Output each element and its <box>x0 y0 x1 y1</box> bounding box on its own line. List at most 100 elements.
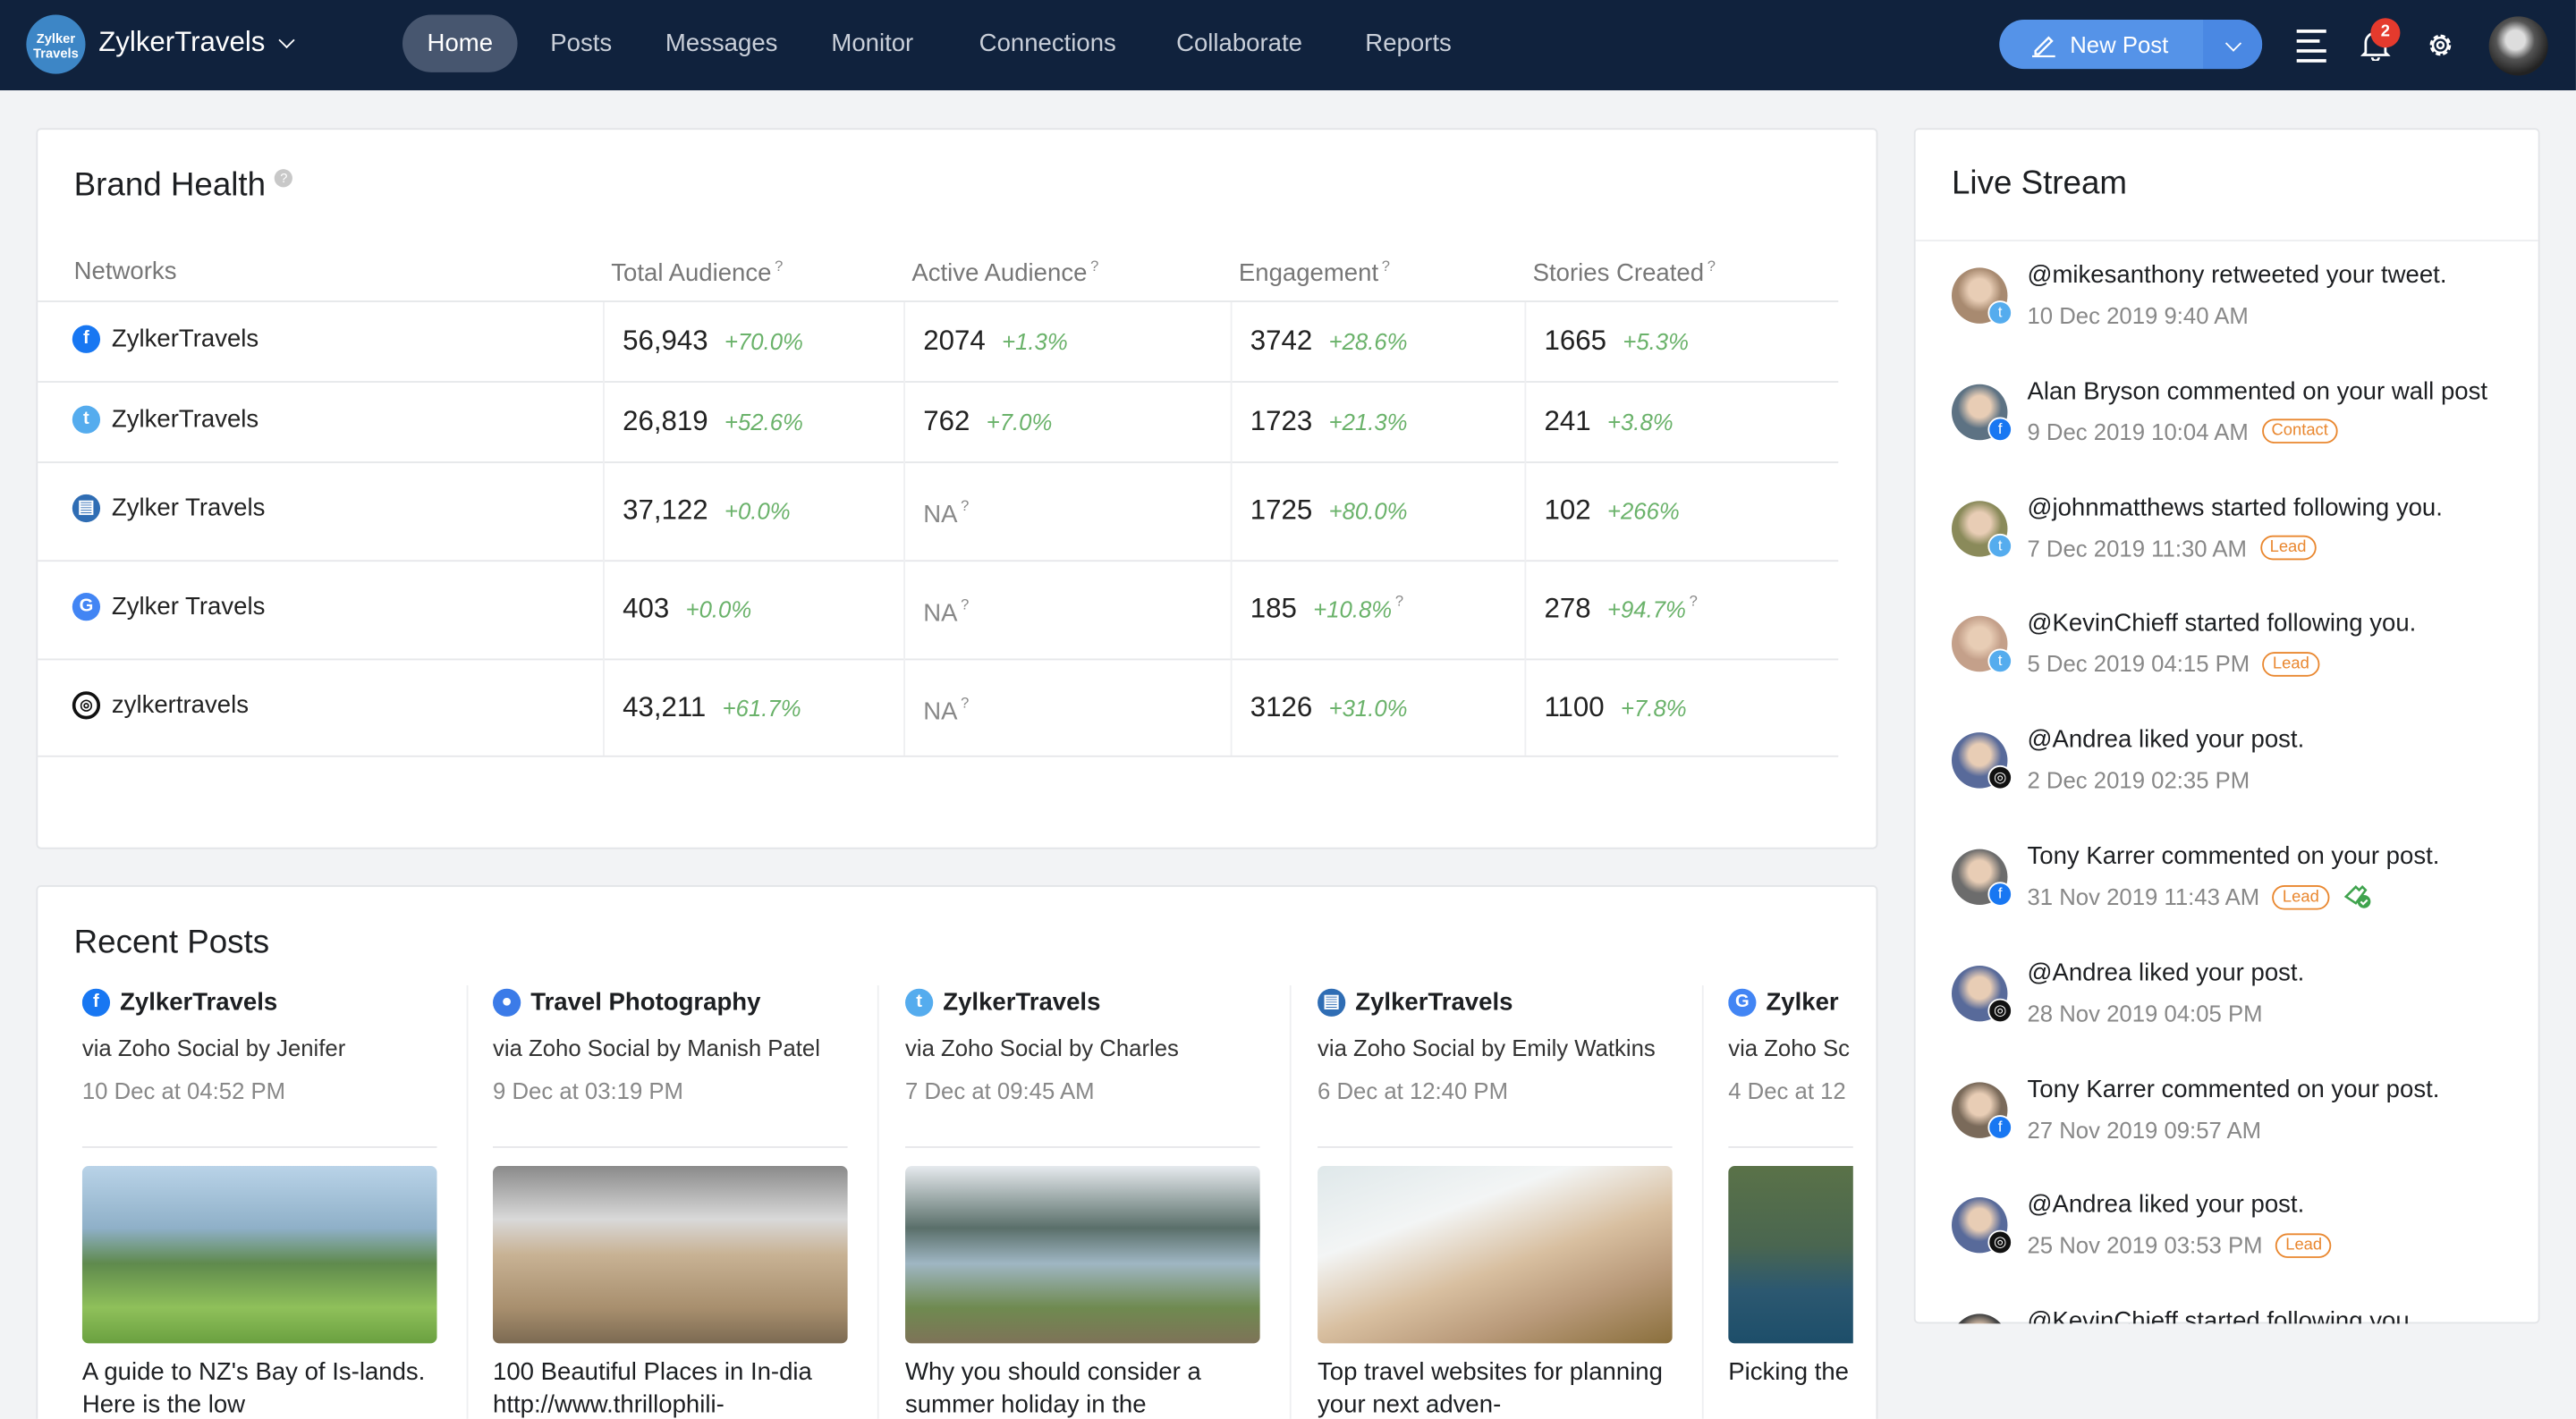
help-icon[interactable]: ? <box>961 498 970 515</box>
post-image[interactable] <box>493 1166 848 1344</box>
post-text: A guide to NZ's Bay of Is-lands. Here is… <box>81 1357 426 1419</box>
stream-message: @KevinChieff started following you. <box>2027 610 2417 638</box>
stream-message: @johnmatthews started following you. <box>2027 494 2443 522</box>
recent-posts-title: Recent Posts <box>73 925 270 961</box>
facebook-icon: f <box>72 324 101 352</box>
stream-message: @mikesanthony retweeted your tweet. <box>2027 261 2447 290</box>
metric-cell: 3126 +31.0% <box>1250 690 1408 722</box>
top-navbar: Zylker Travels ZylkerTravels Home Posts Mes… <box>0 0 2576 91</box>
contact-tag[interactable]: Lead <box>2259 535 2317 561</box>
post-text: Why you should consider a summer holiday… <box>905 1357 1201 1419</box>
contact-tag[interactable]: Lead <box>2262 651 2319 677</box>
column-divider <box>1524 301 1527 756</box>
live-stream-item[interactable]: f Tony Karrer commented on your post. 27… <box>1951 1075 2510 1187</box>
post-date: 7 Dec at 09:45 AM <box>905 1077 1095 1104</box>
recent-post-card[interactable]: t ZylkerTravels via Zoho Social by Charle… <box>905 985 1260 1419</box>
recent-post-card[interactable]: f ZylkerTravels via Zoho Social by Jenife… <box>81 985 437 1419</box>
stream-time: 7 Dec 2019 11:30 AM Lead <box>2027 535 2317 561</box>
brand-logo[interactable]: Zylker Travels <box>26 14 86 74</box>
stream-message: @Andrea liked your post. <box>2027 1191 2305 1220</box>
column-header: Stories Created? <box>1532 258 1716 288</box>
metric-cell: 2074 +1.3% <box>923 324 1068 356</box>
new-post-dropdown[interactable] <box>2203 20 2263 70</box>
help-icon[interactable]: ? <box>961 596 970 613</box>
post-account: f ZylkerTravels <box>81 985 437 1018</box>
column-divider <box>603 301 605 756</box>
help-icon[interactable]: ? <box>1090 258 1099 275</box>
live-stream-item[interactable]: ◎ @Andrea liked your post. 2 Dec 2019 02… <box>1951 726 2510 838</box>
live-stream-item[interactable]: f Tony Karrer commented on your post. 31… <box>1951 842 2510 954</box>
nav-reports[interactable]: Reports <box>1365 30 1452 58</box>
nav-posts[interactable]: Posts <box>550 30 613 58</box>
post-image[interactable] <box>1318 1166 1673 1344</box>
post-image[interactable] <box>1728 1166 1853 1344</box>
nav-collaborate[interactable]: Collaborate <box>1176 30 1302 58</box>
metric-cell: 37,122 +0.0% <box>623 494 791 526</box>
network-row-label[interactable]: t ZylkerTravels <box>72 404 258 433</box>
recent-post-card[interactable]: ● Travel Photography via Zoho Social by M… <box>493 985 848 1419</box>
gear-icon[interactable] <box>2425 30 2456 61</box>
new-post-button[interactable]: New Post <box>1999 20 2263 70</box>
stream-message: @KevinChieff started following you. <box>2027 1307 2417 1324</box>
live-stream-item[interactable]: t @KevinChieff started following you. 5 … <box>1951 610 2510 722</box>
metric-cell: 56,943 +70.0% <box>623 324 803 356</box>
live-stream-item[interactable]: t @johnmatthews started following you. 7… <box>1951 494 2510 605</box>
network-row-label[interactable]: ◎ zylkertravels <box>72 690 249 719</box>
nav-messages[interactable]: Messages <box>665 30 778 58</box>
facebook-group-icon: ● <box>493 987 521 1016</box>
post-author: via Zoho Social by Charles <box>905 1035 1179 1061</box>
contact-tag[interactable]: Lead <box>2272 884 2329 909</box>
stream-time: 25 Nov 2019 03:53 PM Lead <box>2027 1232 2333 1259</box>
menu-list-icon[interactable] <box>2296 30 2326 63</box>
help-icon[interactable]: ? <box>1707 258 1716 275</box>
nav-home[interactable]: Home <box>402 14 518 72</box>
live-stream-item[interactable]: t @mikesanthony retweeted your tweet. 10… <box>1951 261 2510 373</box>
post-image[interactable] <box>81 1166 437 1344</box>
network-row-label[interactable]: f ZylkerTravels <box>72 324 258 352</box>
brand-switcher[interactable]: ZylkerTravels <box>98 26 296 59</box>
stream-message: Tony Karrer commented on your post. <box>2027 1075 2440 1103</box>
recent-post-card[interactable]: G Zylker via Zoho Sc 4 Dec at 12 Picking … <box>1728 985 1853 1419</box>
contact-tag[interactable]: Contact <box>2261 418 2338 444</box>
metric-cell: 43,211 +61.7% <box>623 690 801 722</box>
divider <box>1318 1146 1673 1148</box>
facebook-icon: f <box>1987 882 2012 907</box>
metric-cell: 762 +7.0% <box>923 404 1053 436</box>
google-icon: G <box>72 593 101 621</box>
instagram-icon: ◎ <box>1987 998 2012 1023</box>
network-row-label[interactable]: ▤ Zylker Travels <box>72 494 266 523</box>
post-date: 4 Dec at 12 <box>1728 1077 1846 1104</box>
stream-time: 10 Dec 2019 9:40 AM <box>2027 301 2249 329</box>
post-account: G Zylker <box>1728 985 1853 1018</box>
post-image[interactable] <box>905 1166 1260 1344</box>
live-stream-item[interactable]: ◎ @Andrea liked your post. 25 Nov 2019 0… <box>1951 1191 2510 1303</box>
help-icon[interactable]: ? <box>275 169 293 189</box>
network-row-label[interactable]: G Zylker Travels <box>72 593 266 621</box>
column-header: Total Audience? <box>611 258 784 288</box>
live-stream-item[interactable]: ◎ @Andrea liked your post. 28 Nov 2019 0… <box>1951 959 2510 1070</box>
nav-connections[interactable]: Connections <box>979 30 1116 58</box>
google-my-business-icon: ▤ <box>72 494 101 523</box>
instagram-icon: ◎ <box>1987 1230 2012 1255</box>
live-stream-item[interactable]: f Alan Bryson commented on your wall pos… <box>1951 377 2510 489</box>
post-date: 10 Dec at 04:52 PM <box>81 1077 286 1104</box>
help-icon[interactable]: ? <box>1381 258 1391 275</box>
contact-tag[interactable]: Lead <box>2275 1233 2333 1258</box>
user-avatar[interactable] <box>2488 16 2548 76</box>
live-stream-card <box>1913 128 2540 1324</box>
ticket-check-icon[interactable] <box>2343 883 2372 909</box>
instagram-icon: ◎ <box>1987 765 2012 790</box>
post-account: t ZylkerTravels <box>905 985 1260 1018</box>
help-icon[interactable]: ? <box>961 694 970 712</box>
metric-cell: 26,819 +52.6% <box>623 404 803 436</box>
column-divider <box>466 985 469 1419</box>
live-stream-item[interactable]: t @KevinChieff started following you. <box>1951 1307 2510 1324</box>
help-icon[interactable]: ? <box>1394 593 1404 611</box>
recent-post-card[interactable]: ▤ ZylkerTravels via Zoho Social by Emily … <box>1318 985 1673 1419</box>
help-icon[interactable]: ? <box>1689 593 1698 611</box>
help-icon[interactable]: ? <box>775 258 784 275</box>
metric-cell: 1100 +7.8% <box>1544 690 1687 722</box>
stream-time: 2 Dec 2019 02:35 PM <box>2027 767 2250 794</box>
brand-health-title: Brand Health ? <box>74 167 293 205</box>
nav-monitor[interactable]: Monitor <box>831 30 914 58</box>
